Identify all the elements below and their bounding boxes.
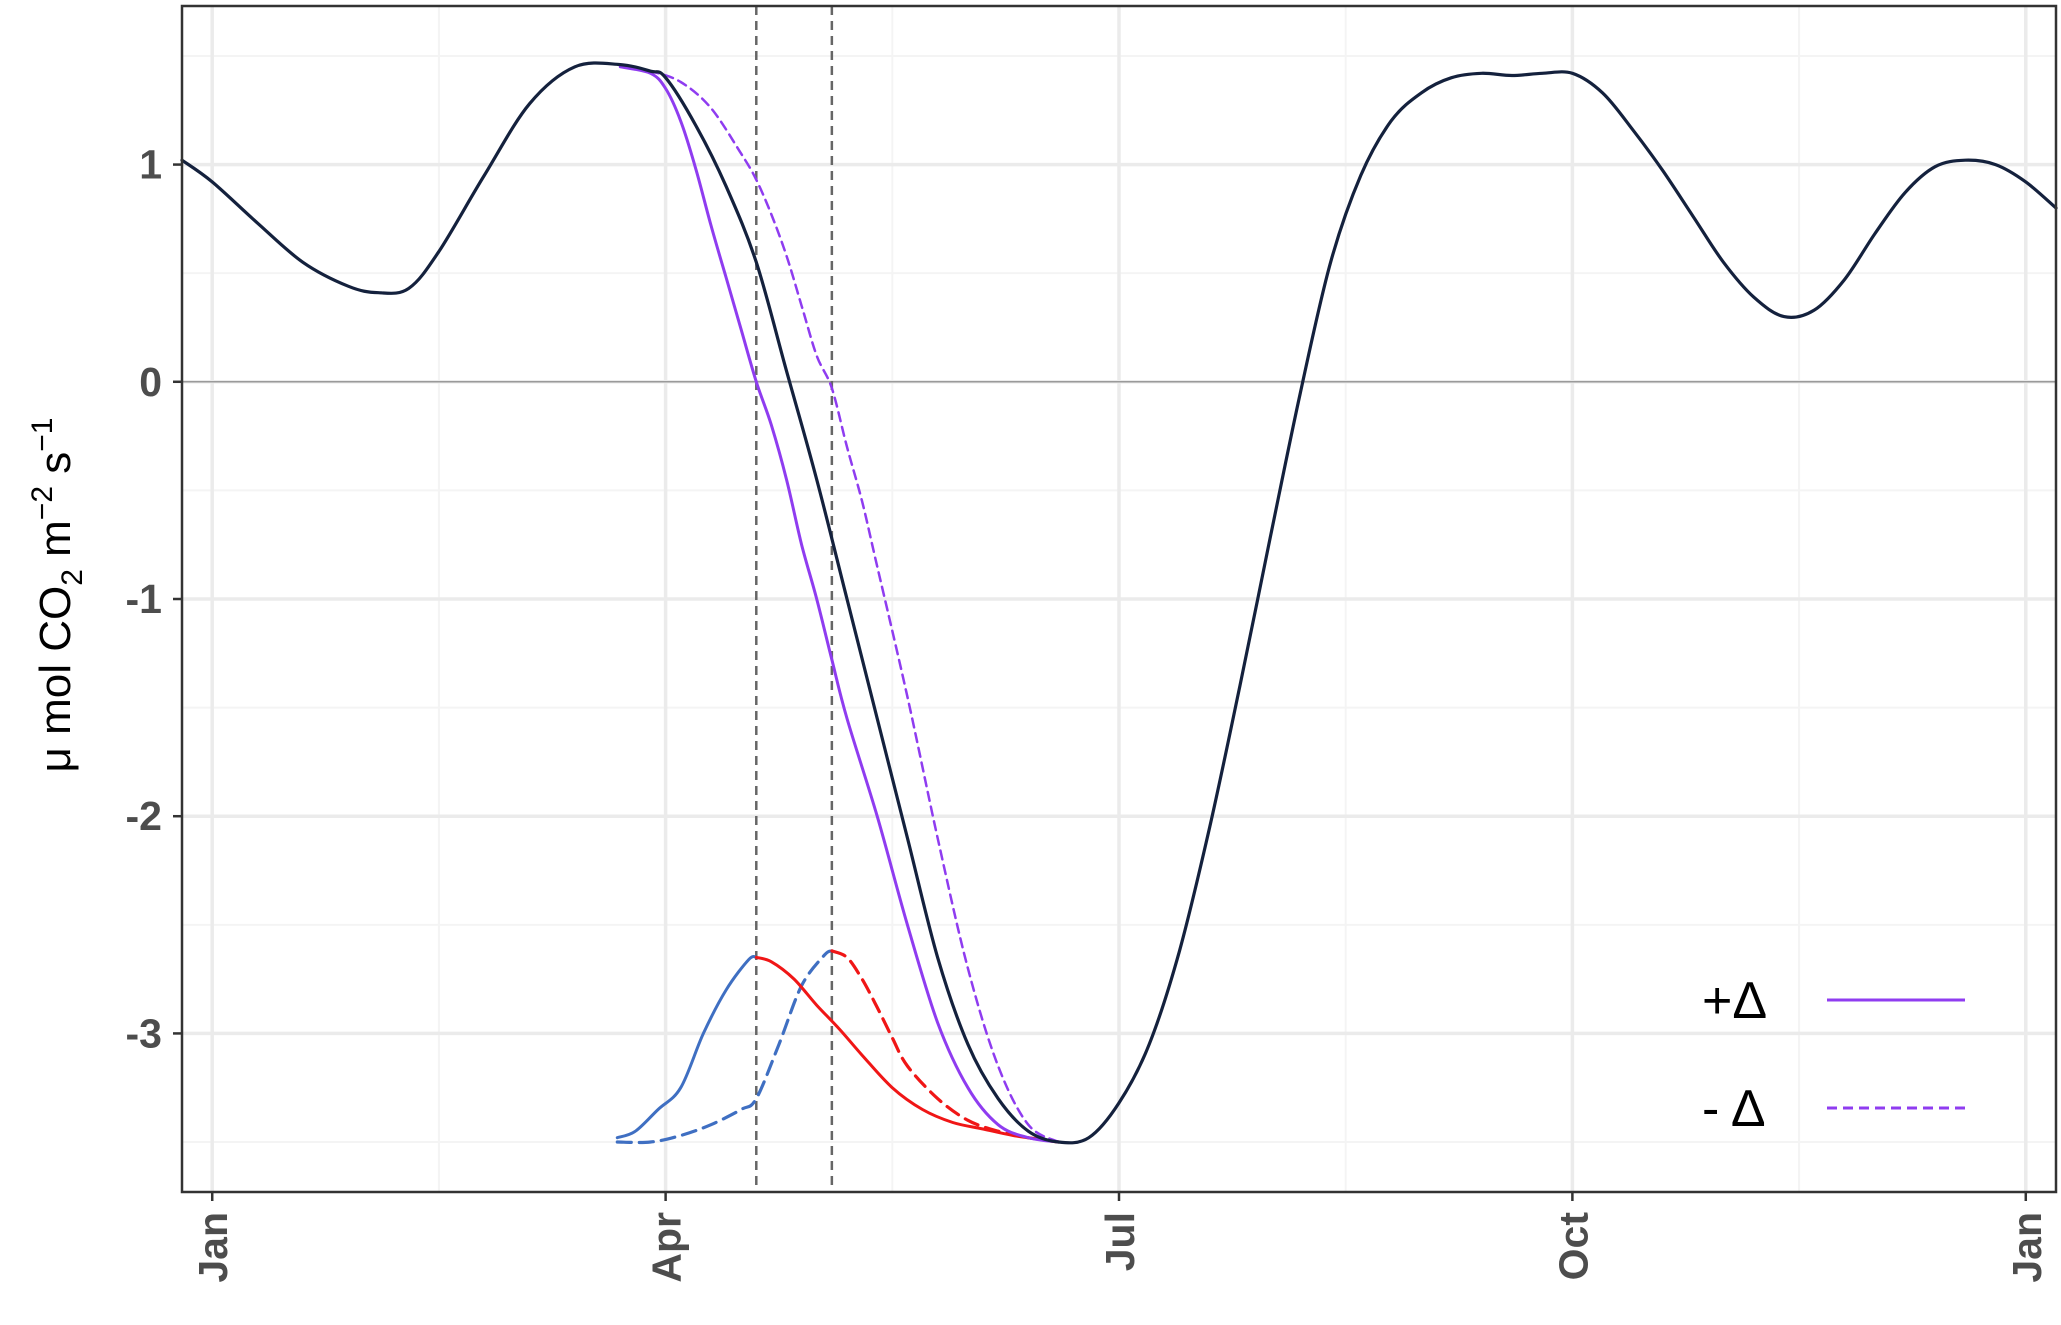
- y-axis-label-sup2: −1: [26, 418, 59, 452]
- x-tick-label: Apr: [644, 1212, 690, 1283]
- y-axis-label-sup1: −2: [26, 486, 59, 520]
- reference-lines: [182, 6, 2056, 1192]
- y-axis-label-mid2: s: [31, 452, 80, 486]
- legend-label: +Δ: [1702, 972, 1767, 1030]
- y-tick-label: -1: [126, 576, 162, 622]
- grid: [182, 6, 2056, 1192]
- y-axis-label-mid: m: [31, 520, 80, 569]
- series-line-main-solid: [180, 61, 2058, 1145]
- y-tick-label: -3: [126, 1010, 162, 1056]
- series-line-purple-dashed: [619, 65, 1060, 1144]
- x-tick-label: Jan: [190, 1212, 236, 1283]
- series-line-purple-solid: [618, 65, 1060, 1144]
- series-line-blue-solid: [615, 955, 758, 1140]
- y-axis-label-prefix: μ mol CO: [31, 586, 80, 773]
- legend: +Δ - Δ: [1702, 972, 1965, 1138]
- y-tick-label: 1: [139, 142, 162, 188]
- legend-label: - Δ: [1702, 1080, 1766, 1138]
- series-line-blue-dashed: [615, 949, 834, 1145]
- x-tick-label: Oct: [1550, 1212, 1596, 1281]
- x-tick-label: Jul: [1097, 1212, 1143, 1271]
- axes: 1 0 -1 -2 -3 Jan Apr Jul Oct Jan: [126, 142, 2050, 1283]
- x-tick-label: Jan: [2004, 1212, 2050, 1283]
- y-axis-label: μ mol CO2 m−2 s−1: [26, 418, 89, 773]
- series-line-red-dashed: [830, 949, 1061, 1144]
- y-tick-label: -2: [126, 793, 162, 839]
- series-layer: [180, 61, 2058, 1145]
- y-axis-label-sub: 2: [56, 569, 89, 586]
- y-tick-label: 0: [139, 359, 162, 405]
